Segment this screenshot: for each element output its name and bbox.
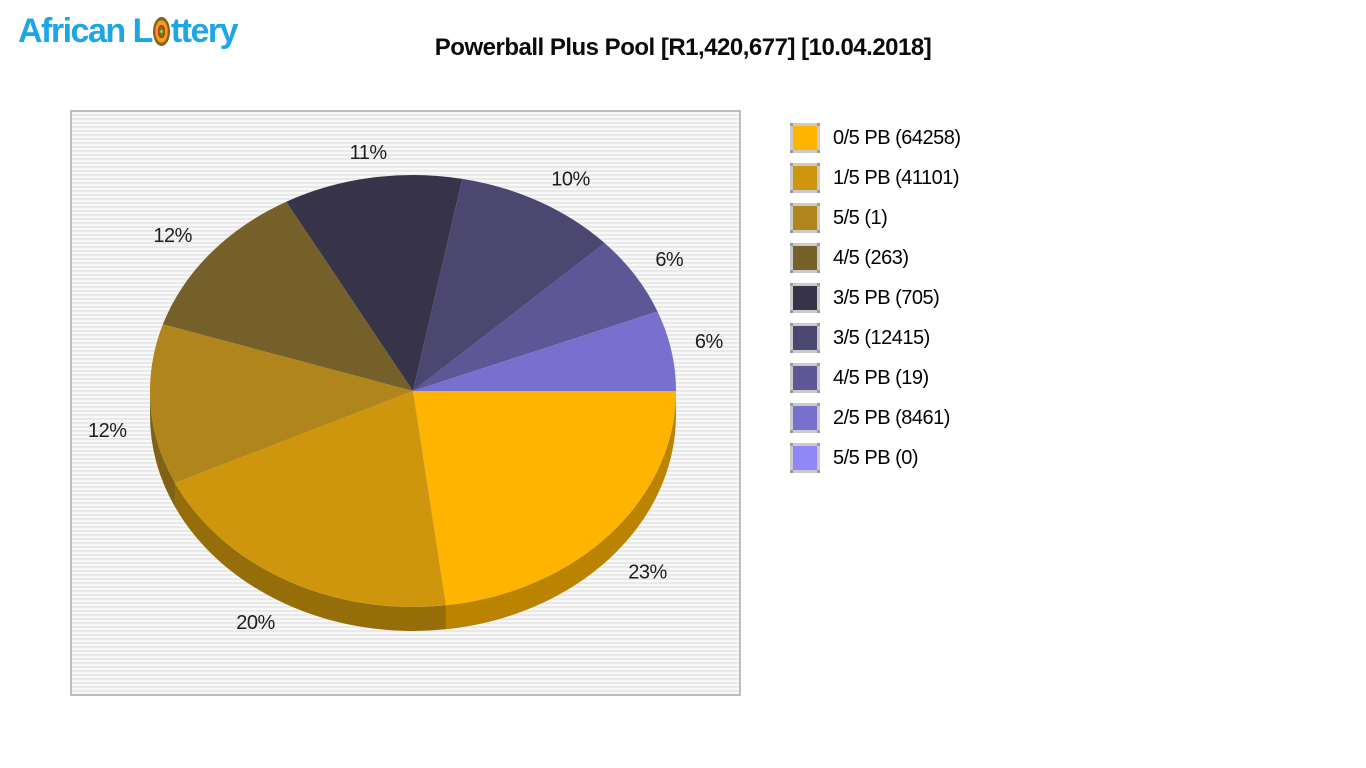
legend-label: 4/5 PB (19): [833, 366, 929, 389]
pie-percent-label: 11%: [350, 142, 388, 164]
legend-swatch: [793, 166, 817, 190]
legend-swatch-frame: [790, 403, 820, 433]
logo-text-prefix: African L: [18, 12, 153, 50]
pie-percent-label: 12%: [153, 225, 192, 247]
legend-swatch-frame: [790, 203, 820, 233]
pie-percent-label: 6%: [695, 331, 724, 353]
legend-item: 3/5 (12415): [790, 318, 961, 358]
legend-swatch: [793, 366, 817, 390]
pie-slice: [175, 391, 446, 607]
legend-swatch: [793, 446, 817, 470]
pie-percent-label: 20%: [236, 612, 275, 634]
legend-swatch-frame: [790, 283, 820, 313]
pie-percent-label: 23%: [628, 561, 667, 583]
legend-item: 4/5 PB (19): [790, 358, 961, 398]
lottery-ball-icon: [152, 17, 170, 46]
logo: African L ttery: [18, 12, 239, 51]
legend-swatch: [793, 246, 817, 270]
legend-swatch-frame: [790, 163, 820, 193]
legend-label: 1/5 PB (41101): [833, 166, 960, 189]
legend-label: 5/5 (1): [833, 206, 888, 229]
legend-swatch: [793, 326, 817, 350]
pie-slice: [413, 243, 658, 391]
pie-slice-side: [150, 391, 176, 507]
pie-chart: 23% 20% 12% 12% 11% 10% 6% 6%: [88, 142, 724, 634]
legend-swatch: [793, 286, 817, 310]
legend-label: 3/5 PB (705): [833, 286, 940, 309]
legend-item: 2/5 PB (8461): [790, 398, 961, 438]
legend-swatch-frame: [790, 123, 820, 153]
pie-chart-area: 23% 20% 12% 12% 11% 10% 6% 6%: [70, 110, 741, 696]
legend-swatch-frame: [790, 323, 820, 353]
pie-percent-label: 10%: [551, 168, 590, 190]
legend-label: 0/5 PB (64258): [833, 126, 961, 149]
legend-item: 0/5 PB (64258): [790, 118, 961, 158]
pie-percent-label: 6%: [655, 249, 684, 271]
pie-slice: [413, 311, 676, 391]
legend-swatch-frame: [790, 363, 820, 393]
legend-item: 5/5 PB (0): [790, 438, 961, 478]
legend-label: 5/5 PB (0): [833, 446, 919, 469]
legend-swatch: [793, 406, 817, 430]
legend-item: 5/5 (1): [790, 198, 961, 238]
pie-slice-side: [175, 482, 446, 631]
legend-item: 3/5 PB (705): [790, 278, 961, 318]
legend-item: 4/5 (263): [790, 238, 961, 278]
pie-percent-label: 12%: [88, 420, 127, 442]
pie-slice: [150, 324, 413, 483]
pie-slice: [413, 391, 676, 606]
legend-swatch: [793, 126, 817, 150]
legend-swatch-frame: [790, 243, 820, 273]
legend-label: 2/5 PB (8461): [833, 406, 950, 429]
legend: 0/5 PB (64258) 1/5 PB (41101) 5/5 (1) 4/5 (…: [790, 118, 961, 478]
pie-slice: [162, 201, 413, 391]
legend-label: 3/5 (12415): [833, 326, 930, 349]
legend-swatch: [793, 206, 817, 230]
pie-slice-side: [445, 391, 676, 630]
legend-swatch-frame: [790, 443, 820, 473]
pie-slice: [413, 178, 605, 391]
legend-item: 1/5 PB (41101): [790, 158, 961, 198]
pie-slice: [286, 175, 463, 391]
logo-text-suffix: ttery: [170, 12, 239, 50]
legend-label: 4/5 (263): [833, 246, 909, 269]
chart-title: Powerball Plus Pool [R1,420,677] [10.04.…: [434, 34, 932, 61]
